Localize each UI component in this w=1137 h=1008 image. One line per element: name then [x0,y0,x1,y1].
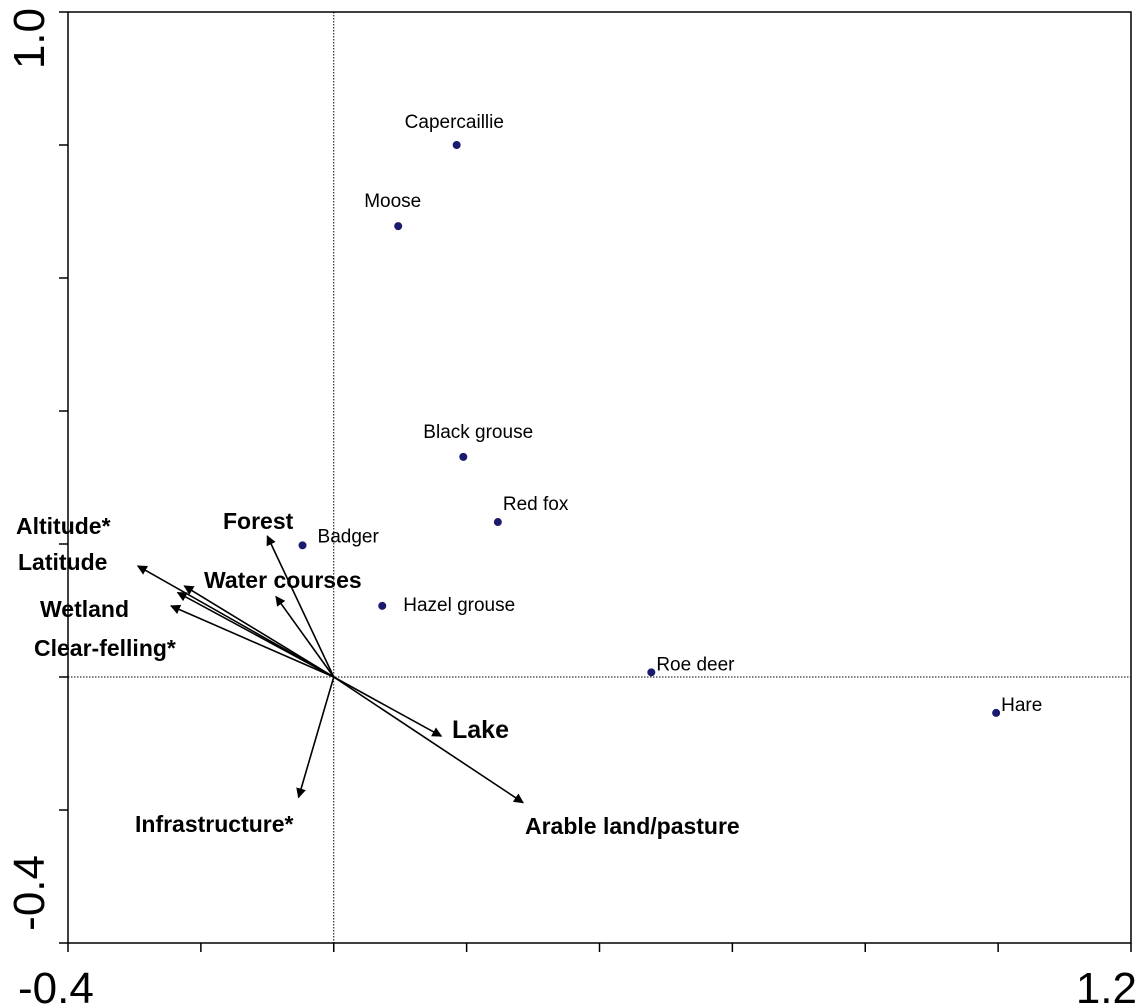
env-variable-label: Lake [452,716,509,744]
env-arrow [170,604,335,678]
env-arrow [176,591,335,678]
species-label: Roe deer [656,654,735,675]
species-label: Hazel grouse [403,595,515,616]
env-variable-label: Water courses [204,567,362,593]
species-point [493,518,502,527]
y-tick-label: -0.4 [5,855,54,931]
env-variable-label: Clear-felling* [34,635,176,661]
env-arrow [333,676,443,737]
species-point [378,601,387,610]
x-tick-label: -0.4 [18,964,94,1008]
species-label: Hare [1001,695,1042,716]
species-label: Black grouse [423,422,533,443]
species-label: Capercaillie [405,112,504,133]
env-variable-label: Latitude [18,549,107,575]
y-tick-label: 1.0 [5,8,54,69]
env-arrow [275,595,335,678]
species-point [298,541,307,550]
env-variable-label: Arable land/pasture [525,813,740,839]
env-arrow [266,535,335,678]
env-arrow [296,676,335,799]
species-point [647,668,656,677]
x-tick-label: 1.2 [1076,964,1137,1008]
species-point [452,141,461,149]
env-variable-label: Forest [223,508,294,534]
env-arrow [183,585,335,678]
plot-frame [67,11,1132,944]
env-arrow [333,676,524,804]
species-label: Badger [318,526,380,547]
env-variable-label: Infrastructure* [135,811,294,837]
species-label: Red fox [503,494,569,515]
env-variable-label: Wetland [40,596,129,622]
species-point [459,452,468,461]
species-point [992,708,1001,717]
species-label: Moose [364,191,421,212]
env-variable-label: Altitude* [16,513,111,539]
species-point [394,222,403,231]
